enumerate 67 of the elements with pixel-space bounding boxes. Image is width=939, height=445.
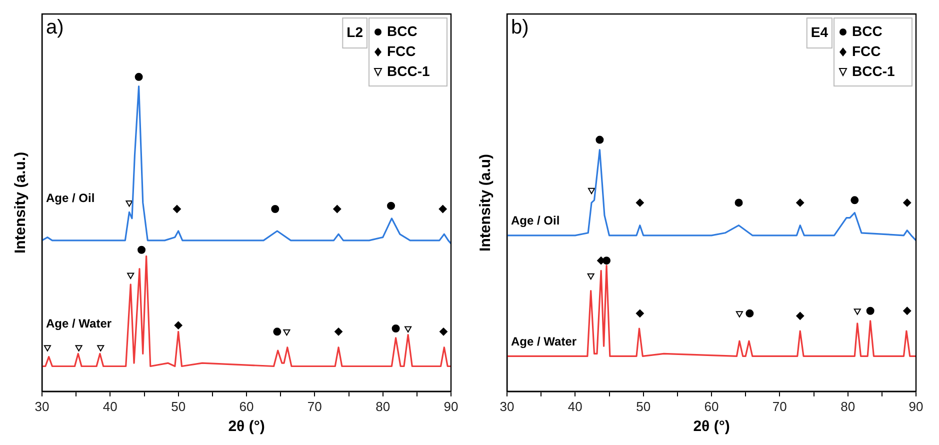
legend-title: L2 xyxy=(346,24,364,40)
x-tick-label: 30 xyxy=(34,398,50,414)
x-tick-label: 40 xyxy=(568,398,582,414)
point xyxy=(903,306,912,315)
point xyxy=(636,198,644,207)
legend-label: BCC xyxy=(852,22,882,39)
point xyxy=(172,204,181,213)
point xyxy=(283,329,290,336)
point xyxy=(587,273,594,280)
series-label: Age / Water xyxy=(46,316,112,331)
x-tick-label: 50 xyxy=(636,398,651,414)
point xyxy=(796,312,804,320)
x-axis-title: 2θ (°) xyxy=(228,418,265,436)
y-axis-title: Intensity (a.u.) xyxy=(12,152,30,254)
x-tick-label: 80 xyxy=(840,398,856,414)
series-label: Age / Oil xyxy=(511,214,560,228)
point xyxy=(588,188,596,194)
x-tick-label: 40 xyxy=(102,398,118,414)
series-label: Age / Water xyxy=(511,334,577,348)
legend-label: FCC xyxy=(852,42,881,59)
point xyxy=(134,72,143,81)
point xyxy=(271,204,280,213)
point xyxy=(75,345,82,352)
point xyxy=(796,198,804,207)
point xyxy=(138,246,146,254)
legend-title: E4 xyxy=(810,24,828,40)
point xyxy=(273,328,282,336)
x-axis-title: 2θ (°) xyxy=(693,418,730,436)
point xyxy=(854,308,861,315)
point xyxy=(97,345,104,352)
point xyxy=(392,324,400,332)
x-tick-label: 50 xyxy=(171,398,186,414)
legend-label: BCC-1 xyxy=(387,62,430,79)
legend-label: FCC xyxy=(387,42,416,59)
point xyxy=(602,256,611,265)
point xyxy=(334,328,343,336)
point xyxy=(438,204,447,213)
text: Age / Oil xyxy=(46,190,95,205)
point xyxy=(440,328,448,336)
y-axis-title: Intensity (a.u) xyxy=(477,154,494,252)
legend-label: BCC xyxy=(387,22,418,39)
point xyxy=(404,326,412,332)
point xyxy=(44,345,51,352)
x-tick-label: 30 xyxy=(500,398,514,414)
x-tick-label: 90 xyxy=(908,398,924,414)
point xyxy=(174,321,182,330)
point xyxy=(596,136,604,144)
point xyxy=(636,309,644,318)
text: b) xyxy=(511,16,529,39)
point xyxy=(126,200,133,207)
x-tick-label: 70 xyxy=(307,398,322,414)
point xyxy=(734,198,743,207)
point xyxy=(736,311,743,318)
x-tick-label: 60 xyxy=(239,398,254,414)
x-tick-label: 60 xyxy=(704,398,719,414)
point xyxy=(387,202,396,210)
text: a) xyxy=(46,16,64,39)
x-tick-label: 80 xyxy=(376,398,390,414)
point xyxy=(127,272,134,280)
point xyxy=(746,309,754,318)
x-tick-label: 90 xyxy=(444,398,458,414)
point xyxy=(866,306,874,315)
legend-label: BCC-1 xyxy=(852,62,895,79)
point xyxy=(850,196,859,204)
point xyxy=(903,198,912,207)
point xyxy=(333,204,342,213)
x-tick-label: 70 xyxy=(772,398,787,414)
